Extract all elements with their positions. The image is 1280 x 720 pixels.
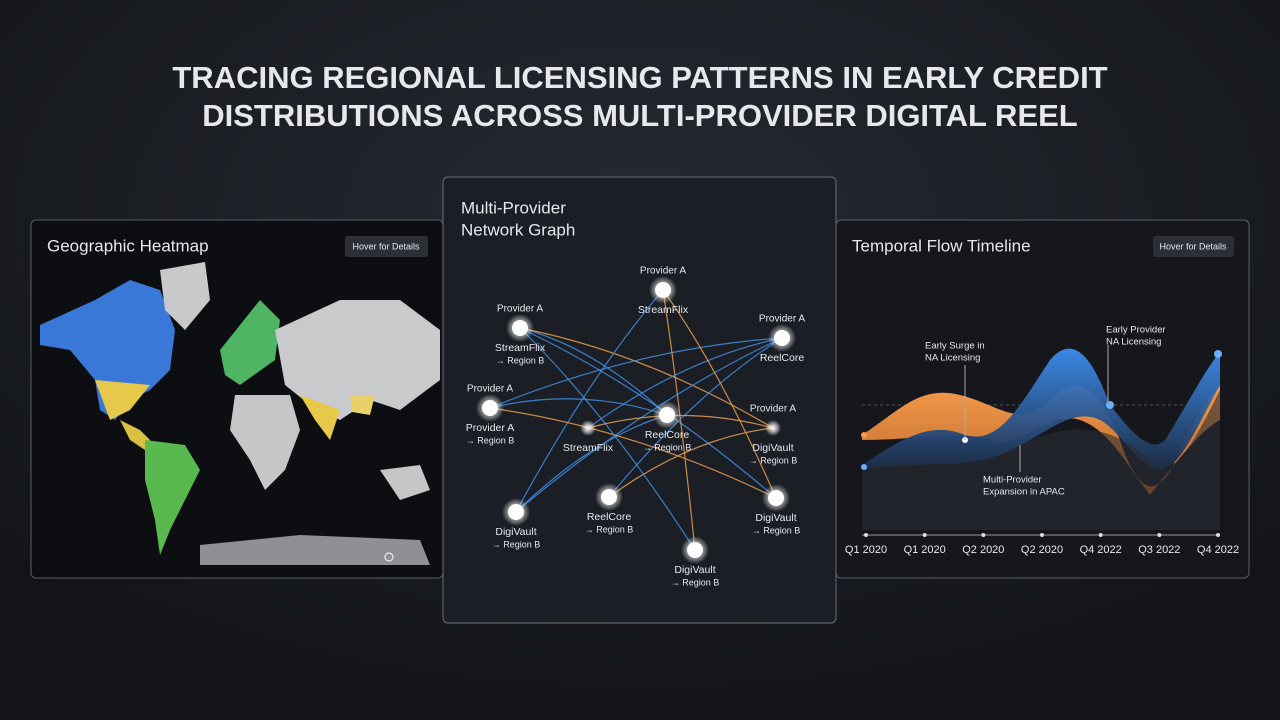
node-provider: Provider A bbox=[497, 304, 543, 315]
node-region: → Region B bbox=[643, 442, 692, 452]
panel-title: Temporal Flow Timeline bbox=[852, 236, 1031, 255]
network-edge bbox=[608, 337, 783, 498]
node-region: → Region B bbox=[671, 577, 720, 587]
timeline-annotation: Early Provider bbox=[1106, 325, 1166, 336]
network-edge bbox=[587, 337, 783, 429]
network-edge bbox=[515, 414, 668, 513]
network-edge bbox=[515, 289, 664, 513]
timeline-plot bbox=[861, 345, 1222, 536]
x-label: Q2 2020 bbox=[1021, 544, 1063, 556]
node-label: ReelCore bbox=[587, 511, 632, 523]
node-label: DigiVault bbox=[752, 442, 793, 454]
network-edge bbox=[519, 327, 777, 499]
x-label: Q4 2022 bbox=[1197, 544, 1239, 556]
node-region: → Region B bbox=[752, 525, 801, 535]
hover-button-label[interactable]: Hover for Details bbox=[1159, 241, 1227, 251]
network-node[interactable] bbox=[774, 330, 790, 346]
network-edge bbox=[489, 398, 668, 416]
node-label: ReelCore bbox=[645, 429, 690, 441]
timeline-annotation: Multi-Provider bbox=[983, 475, 1042, 486]
node-provider: Provider A bbox=[640, 266, 686, 277]
network-edge bbox=[519, 327, 774, 429]
node-region: → Region B bbox=[496, 355, 545, 365]
panel-title: Multi-Provider bbox=[461, 198, 566, 217]
node-label: StreamFlix bbox=[563, 442, 614, 454]
page-title: TRACING REGIONAL LICENSING PATTERNS IN E… bbox=[172, 60, 1107, 95]
map-marker[interactable] bbox=[384, 552, 394, 562]
network-edge bbox=[489, 337, 783, 409]
axis-dot bbox=[864, 533, 868, 537]
node-label: DigiVault bbox=[755, 512, 796, 524]
hover-button[interactable] bbox=[1153, 236, 1234, 257]
x-label: Q2 2020 bbox=[962, 544, 1004, 556]
network-edge bbox=[662, 289, 696, 551]
x-label: Q4 2022 bbox=[1080, 544, 1122, 556]
network-edges bbox=[489, 289, 783, 551]
node-label: ReelCore bbox=[760, 352, 805, 364]
page-title: DISTRIBUTIONS ACROSS MULTI-PROVIDER DIGI… bbox=[202, 98, 1077, 133]
network-node[interactable] bbox=[655, 282, 671, 298]
network-edge bbox=[519, 327, 696, 551]
network-edge bbox=[515, 337, 783, 513]
node-label: StreamFlix bbox=[638, 304, 689, 316]
network-edge bbox=[489, 407, 777, 499]
axis-dot bbox=[1040, 533, 1044, 537]
network-node[interactable] bbox=[768, 490, 784, 506]
network-edge bbox=[662, 289, 777, 499]
world-map bbox=[40, 262, 440, 565]
hover-button[interactable] bbox=[345, 236, 428, 257]
network-edge bbox=[608, 427, 774, 498]
network-node[interactable] bbox=[512, 320, 528, 336]
network-node[interactable] bbox=[508, 504, 524, 520]
panel-title: Network Graph bbox=[461, 220, 575, 239]
network-node[interactable] bbox=[687, 542, 703, 558]
axis-dot bbox=[981, 533, 986, 537]
axis-dot bbox=[922, 533, 927, 537]
network-node[interactable] bbox=[482, 400, 498, 416]
x-label: Q1 2020 bbox=[845, 544, 887, 556]
node-label: DigiVault bbox=[495, 526, 536, 538]
node-region: → Region B bbox=[749, 455, 798, 465]
node-label: DigiVault bbox=[674, 564, 715, 576]
timeline-annotation: NA Licensing bbox=[1106, 337, 1161, 348]
axis-dot bbox=[1098, 533, 1103, 537]
timeline-annotation: Early Surge in bbox=[925, 341, 985, 352]
hover-button-label[interactable]: Hover for Details bbox=[352, 241, 420, 251]
axis-dot bbox=[1157, 533, 1162, 537]
node-glow bbox=[580, 420, 596, 436]
node-provider: Provider A bbox=[750, 404, 796, 415]
node-label: StreamFlix bbox=[495, 342, 546, 354]
node-provider: Provider A bbox=[467, 384, 513, 395]
x-label: Q3 2022 bbox=[1138, 544, 1180, 556]
node-glow bbox=[765, 420, 781, 436]
timeline-annotation: Expansion in APAC bbox=[983, 487, 1065, 498]
panel-title: Geographic Heatmap bbox=[47, 236, 209, 255]
network-panel bbox=[442, 176, 837, 624]
network-edge bbox=[519, 327, 668, 416]
x-label: Q1 2020 bbox=[904, 544, 946, 556]
timeline-annotation: NA Licensing bbox=[925, 353, 980, 364]
network-node[interactable] bbox=[659, 407, 675, 423]
node-region: → Region B bbox=[492, 539, 541, 549]
node-label: Provider A bbox=[466, 422, 514, 434]
node-region: → Region B bbox=[585, 524, 634, 534]
network-node[interactable] bbox=[601, 489, 617, 505]
node-region: → Region B bbox=[466, 435, 515, 445]
axis-dot bbox=[1216, 533, 1220, 537]
node-provider: Provider A bbox=[759, 314, 805, 325]
